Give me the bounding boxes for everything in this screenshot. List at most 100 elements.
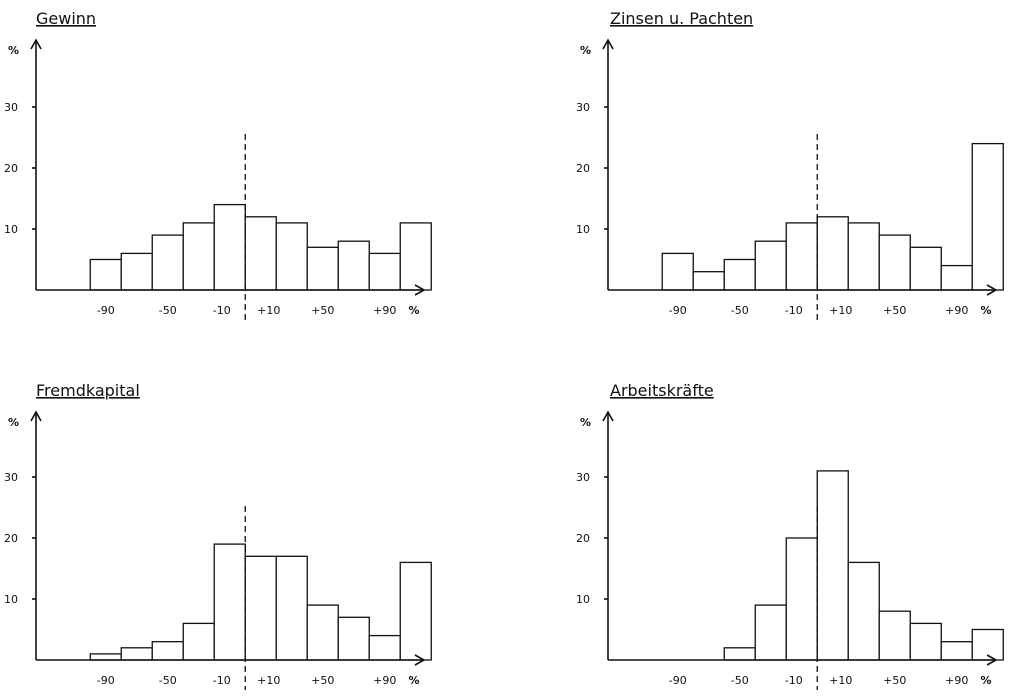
x-tick-label: +90 — [373, 304, 396, 317]
histogram-panel-1: Gewinn% 10 20 30 -90 -50 -10 +10 +50 +90% — [4, 9, 432, 320]
x-tick-label: -10 — [213, 674, 231, 687]
x-tick-label: +10 — [829, 304, 852, 317]
y-tick-label: 30 — [4, 471, 18, 484]
histogram-bar — [909, 246, 942, 291]
y-axis-unit: % — [580, 44, 591, 57]
histogram-panel-3: Fremdkapital% 10 20 30 -90 -50 -10 +10 +50 +90% — [4, 381, 432, 690]
y-tick-label: 30 — [576, 471, 590, 484]
x-axis-arrow-icon — [414, 654, 426, 666]
y-axis-arrow-icon — [30, 410, 42, 422]
y-tick-label: 20 — [576, 162, 590, 175]
x-tick-label: +10 — [257, 304, 280, 317]
x-tick-label: -90 — [669, 304, 687, 317]
y-axis-arrow-icon — [602, 410, 614, 422]
histogram-bar — [89, 258, 122, 291]
histogram-bar — [244, 555, 277, 661]
x-tick-label: -50 — [159, 304, 177, 317]
histogram-bar — [275, 555, 308, 661]
histogram-bar — [940, 264, 973, 291]
y-axis-unit: % — [8, 416, 19, 429]
x-tick-label: +90 — [945, 674, 968, 687]
x-tick-label: -90 — [97, 304, 115, 317]
y-tick-label: 10 — [576, 223, 590, 236]
histogram-bar — [940, 641, 973, 661]
histogram-bar — [847, 222, 880, 291]
histogram-bar — [847, 561, 880, 661]
x-tick-label: +50 — [883, 674, 906, 687]
x-tick-label: +50 — [311, 674, 334, 687]
histogram-panel-4: Arbeitskräfte% 10 20 30 -90 -50 -10 +10 +50 +90% — [576, 381, 1004, 690]
histogram-bar — [368, 252, 401, 291]
x-tick-label: -10 — [213, 304, 231, 317]
histogram-bar — [723, 647, 756, 661]
histogram-bar — [754, 240, 787, 291]
histogram-bar — [151, 641, 184, 661]
histogram-bar — [661, 252, 694, 291]
x-tick-label: -50 — [731, 304, 749, 317]
x-axis-unit: % — [980, 674, 991, 687]
histogram-bar — [399, 561, 432, 661]
histogram-bar — [306, 246, 339, 291]
y-tick-label: 10 — [4, 223, 18, 236]
histogram-bar — [785, 537, 818, 661]
x-tick-label: -50 — [159, 674, 177, 687]
histogram-bar — [816, 216, 849, 291]
histogram-bar — [213, 203, 246, 291]
y-tick-label: 30 — [576, 101, 590, 114]
histogram-panel-2: Zinsen u. Pachten% 10 20 30 -90 -50 -10 +10 +50 +… — [576, 9, 1004, 320]
histogram-bar — [878, 610, 911, 661]
panel-title: Fremdkapital — [36, 381, 140, 400]
histogram-bar — [816, 470, 849, 661]
x-axis-unit: % — [408, 674, 419, 687]
x-tick-label: +50 — [883, 304, 906, 317]
histogram-bar — [878, 234, 911, 291]
histogram-bar — [306, 604, 339, 661]
histogram-bar — [971, 142, 1004, 291]
histogram-bar — [182, 222, 215, 291]
x-tick-label: +10 — [829, 674, 852, 687]
y-axis-unit: % — [580, 416, 591, 429]
histogram-bar — [368, 634, 401, 661]
histogram-bar — [692, 271, 725, 291]
y-tick-label: 30 — [4, 101, 18, 114]
y-tick-label: 10 — [4, 593, 18, 606]
histogram-bar — [120, 252, 153, 291]
histogram-bar — [244, 216, 277, 291]
y-axis-unit: % — [8, 44, 19, 57]
panel-title: Zinsen u. Pachten — [610, 9, 753, 28]
histogram-bar — [399, 222, 432, 291]
histogram-bar — [182, 622, 215, 661]
panel-title: Arbeitskräfte — [610, 381, 714, 400]
histogram-bar — [754, 604, 787, 661]
y-tick-label: 20 — [576, 532, 590, 545]
x-tick-label: -90 — [669, 674, 687, 687]
x-tick-label: -10 — [785, 674, 803, 687]
y-axis-arrow-icon — [602, 38, 614, 50]
histogram-bar — [151, 234, 184, 291]
histogram-bar — [275, 222, 308, 291]
x-axis-arrow-icon — [986, 654, 998, 666]
x-tick-label: -10 — [785, 304, 803, 317]
histogram-bar — [213, 543, 246, 661]
x-axis-arrow-icon — [986, 284, 998, 296]
y-axis-arrow-icon — [30, 38, 42, 50]
x-tick-label: +90 — [373, 674, 396, 687]
x-tick-label: +50 — [311, 304, 334, 317]
x-axis-unit: % — [408, 304, 419, 317]
histogram-bar — [337, 240, 370, 291]
histogram-bar — [785, 222, 818, 291]
x-axis-arrow-icon — [414, 284, 426, 296]
histogram-bar — [120, 647, 153, 661]
y-tick-label: 20 — [4, 532, 18, 545]
x-tick-label: +90 — [945, 304, 968, 317]
y-tick-label: 20 — [4, 162, 18, 175]
panel-title: Gewinn — [36, 9, 96, 28]
x-tick-label: +10 — [257, 674, 280, 687]
histogram-bar — [89, 653, 122, 661]
x-axis-unit: % — [980, 304, 991, 317]
y-tick-label: 10 — [576, 593, 590, 606]
x-tick-label: -90 — [97, 674, 115, 687]
histogram-bar — [337, 616, 370, 661]
x-tick-label: -50 — [731, 674, 749, 687]
